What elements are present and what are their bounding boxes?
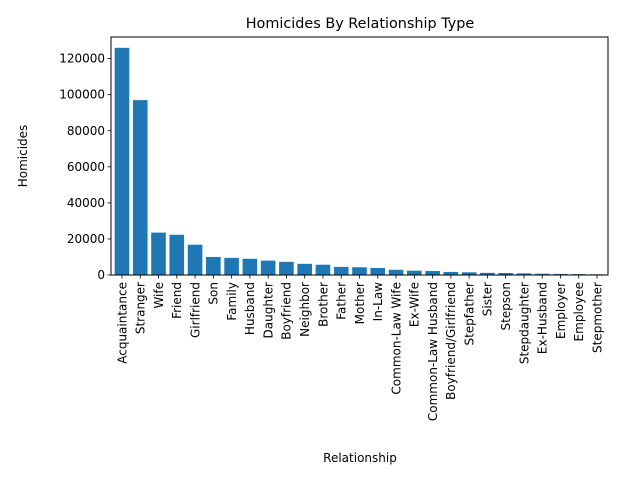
bars-group bbox=[114, 47, 605, 275]
x-tick-label: In-Law bbox=[371, 282, 385, 322]
bar-husband bbox=[242, 258, 258, 275]
x-tick-label: Common-Law Wife bbox=[389, 282, 403, 395]
x-tick-label: Husband bbox=[243, 282, 257, 335]
y-axis-label: Homicides bbox=[16, 125, 30, 188]
x-tick-label: Employee bbox=[572, 282, 586, 341]
bar-wife bbox=[151, 232, 166, 275]
bar-ex-husband bbox=[534, 273, 550, 275]
x-tick-label: Father bbox=[335, 282, 349, 320]
bar-stepdaughter bbox=[516, 273, 532, 275]
x-tick-label: Stepdaughter bbox=[517, 282, 531, 364]
y-tick-label: 60000 bbox=[67, 160, 105, 174]
x-tick-label: Daughter bbox=[261, 282, 275, 339]
x-tick-label: Mother bbox=[353, 282, 367, 324]
bar-common-law-husband bbox=[425, 271, 440, 275]
bar-neighbor bbox=[297, 263, 312, 275]
bar-stepfather bbox=[461, 272, 477, 275]
x-tick-label: Ex-Husband bbox=[536, 282, 550, 354]
x-tick-label: Stepmother bbox=[590, 282, 604, 353]
x-tick-label: Common-Law Husband bbox=[426, 282, 440, 421]
x-axis-ticks: Acquaintance Stranger Wife Friend Girlfriend… bbox=[115, 275, 604, 421]
bar-boyfriend-girlfriend bbox=[443, 271, 459, 275]
x-tick-label: Neighbor bbox=[298, 282, 312, 337]
x-tick-label: Boyfriend/Girlfriend bbox=[444, 282, 458, 400]
y-axis-ticks: 0 20000 40000 60000 80000 100000 120000 bbox=[59, 52, 111, 282]
bar-common-law-wife bbox=[388, 269, 404, 275]
y-tick-label: 0 bbox=[97, 268, 105, 282]
bar-mother bbox=[352, 267, 367, 275]
x-tick-label: Girlfriend bbox=[188, 282, 202, 338]
bar-sister bbox=[480, 272, 495, 275]
x-tick-label: Son bbox=[207, 282, 221, 305]
x-tick-label: Family bbox=[225, 282, 239, 321]
x-tick-label: Sister bbox=[481, 282, 495, 316]
x-tick-label: Stepfather bbox=[462, 282, 476, 346]
x-tick-label: Acquaintance bbox=[115, 282, 129, 364]
bar-boyfriend bbox=[279, 261, 294, 275]
x-tick-label: Boyfriend bbox=[280, 282, 294, 340]
x-tick-label: Brother bbox=[316, 282, 330, 327]
x-tick-label: Employer bbox=[554, 282, 568, 339]
bar-son bbox=[206, 256, 221, 275]
y-tick-label: 40000 bbox=[67, 196, 105, 210]
x-tick-label: Stepson bbox=[499, 282, 513, 331]
x-axis-label: Relationship bbox=[323, 451, 397, 465]
y-tick-label: 80000 bbox=[67, 124, 105, 138]
x-tick-label: Stranger bbox=[134, 282, 148, 334]
y-tick-label: 120000 bbox=[59, 52, 105, 66]
y-tick-label: 20000 bbox=[67, 232, 105, 246]
bar-acquaintance bbox=[114, 47, 130, 275]
bar-stranger bbox=[132, 100, 148, 275]
bar-ex-wife bbox=[407, 270, 422, 275]
x-tick-label: Wife bbox=[152, 282, 166, 309]
bar-girlfriend bbox=[187, 244, 203, 275]
bar-in-law bbox=[370, 267, 386, 275]
plot-frame bbox=[110, 36, 609, 276]
chart-title: Homicides By Relationship Type bbox=[246, 16, 475, 32]
bar-brother bbox=[315, 264, 331, 275]
x-tick-label: Ex-Wife bbox=[408, 282, 422, 327]
bar-employer bbox=[553, 273, 568, 275]
bar-family bbox=[224, 257, 239, 275]
bar-friend bbox=[169, 234, 185, 275]
y-tick-label: 100000 bbox=[59, 88, 105, 102]
x-tick-label: Friend bbox=[170, 282, 184, 319]
bar-daughter bbox=[260, 260, 276, 275]
bar-father bbox=[333, 266, 349, 275]
bar-stepson bbox=[498, 273, 513, 275]
